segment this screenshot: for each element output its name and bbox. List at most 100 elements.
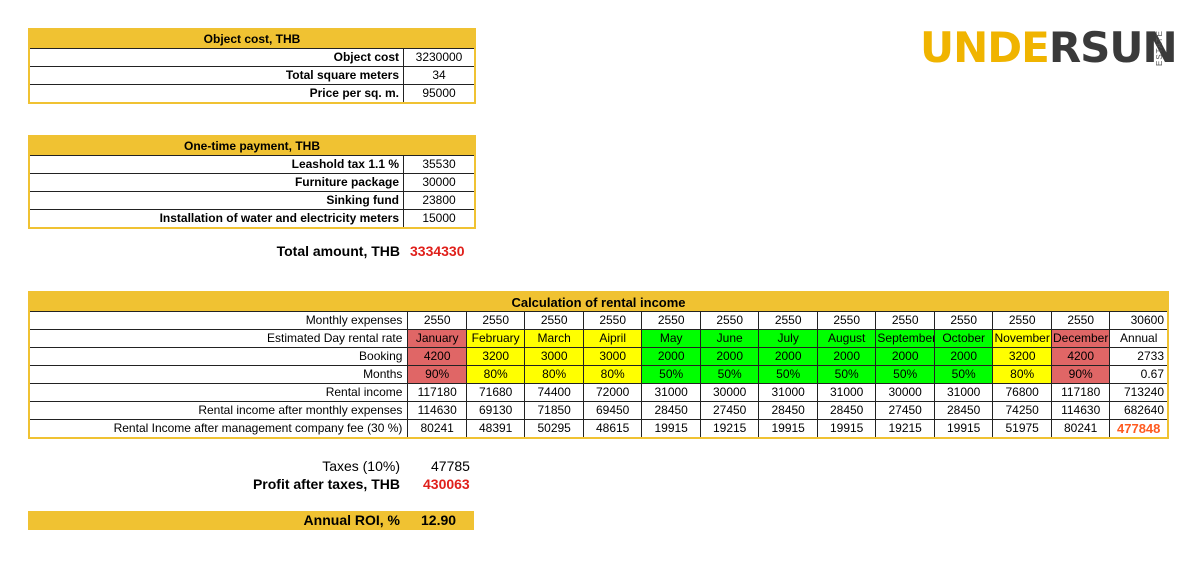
rental-month-cell: 2550 (816, 311, 877, 330)
rental-month-cell: 51975 (992, 419, 1052, 439)
object-cost-value: 3230000 (403, 48, 475, 67)
rental-row: Monthly expenses 2550 2550 2550 2550 2550 2550… (29, 311, 1169, 330)
rental-month-cell: 76800 (992, 383, 1052, 402)
rental-month-cell: 28450 (816, 401, 877, 420)
rental-month-cell: 3200 (465, 347, 526, 366)
rental-month-cell: 30000 (875, 383, 935, 402)
rental-month-cell: 72000 (582, 383, 643, 402)
rental-month-cell: 114630 (407, 401, 467, 420)
rental-month-cell: 19915 (758, 419, 818, 439)
rental-month-cell: 30000 (699, 383, 760, 402)
rental-annual-cell: 713240 (1109, 383, 1169, 402)
rental-month-cell: 2000 (933, 347, 994, 366)
rental-row: Rental income after monthly expenses 1146… (29, 401, 1169, 420)
rental-month-cell: 4200 (1050, 347, 1111, 366)
rental-month-cell: 31000 (641, 383, 701, 402)
rental-month-cell: 2550 (524, 311, 584, 330)
rental-month-cell: 50% (933, 365, 994, 384)
rental-month-cell: May (641, 329, 701, 348)
rental-month-cell: 2550 (992, 311, 1052, 330)
leasehold-tax-label: Leashold tax 1.1 % (29, 155, 404, 174)
rental-month-cell: 31000 (758, 383, 818, 402)
sinking-fund-label: Sinking fund (29, 191, 404, 210)
rental-month-cell: 2550 (699, 311, 760, 330)
rental-annual-cell: 682640 (1109, 401, 1169, 420)
one-time-title: One-time payment, THB (29, 136, 475, 156)
leasehold-tax-value: 35530 (403, 155, 475, 174)
rental-month-cell: 80241 (407, 419, 467, 439)
rental-month-cell: 28450 (641, 401, 701, 420)
rental-month-cell: 2000 (875, 347, 935, 366)
rental-month-cell: 31000 (816, 383, 877, 402)
rental-month-cell: 90% (1050, 365, 1111, 384)
rental-month-cell: 117180 (1050, 383, 1111, 402)
rental-month-cell: 69130 (465, 401, 526, 420)
roi-bar (28, 511, 474, 530)
rental-month-cell: 74250 (992, 401, 1052, 420)
sinking-fund-value: 23800 (403, 191, 475, 210)
logo-text-part3: SUN (1080, 23, 1178, 72)
rental-row: Rental income 117180 71680 74400 72000 31000 3… (29, 383, 1169, 402)
rental-row: Rental Income after management company f… (29, 419, 1169, 439)
taxes-value: 47785 (431, 458, 470, 474)
rental-row-label: Months (29, 365, 409, 384)
rental-month-cell: 31000 (933, 383, 994, 402)
rental-month-cell: Aipril (582, 329, 643, 348)
total-amount-value: 3334330 (410, 243, 465, 259)
rental-month-cell: 2550 (758, 311, 818, 330)
meters-installation-value: 15000 (403, 209, 475, 228)
rental-row: Estimated Day rental rate January February… (29, 329, 1169, 348)
rental-month-cell: 74400 (524, 383, 584, 402)
rental-row-label: Rental income (29, 383, 409, 402)
rental-month-cell: 19915 (933, 419, 994, 439)
rental-month-cell: 2550 (582, 311, 643, 330)
rental-month-cell: 2000 (758, 347, 818, 366)
rental-month-cell: March (524, 329, 584, 348)
rental-month-cell: 50295 (524, 419, 584, 439)
price-per-sqm-value: 95000 (403, 84, 475, 103)
total-amount-label: Total amount, THB (276, 243, 400, 259)
rental-month-cell: 3000 (524, 347, 584, 366)
rental-month-cell: 50% (699, 365, 760, 384)
rental-month-cell: 50% (875, 365, 935, 384)
object-cost-table: Object cost, THB Object cost 3230000 Tota… (28, 28, 476, 104)
rental-month-cell: 2550 (933, 311, 994, 330)
rental-month-cell: 2550 (1050, 311, 1111, 330)
rental-month-cell: 3000 (582, 347, 643, 366)
rental-month-cell: 71850 (524, 401, 584, 420)
rental-month-cell: 28450 (758, 401, 818, 420)
rental-month-cell: 114630 (1050, 401, 1111, 420)
rental-month-cell: 19915 (816, 419, 877, 439)
rental-month-cell: July (758, 329, 818, 348)
undersun-logo: UNDERSUN (920, 27, 1178, 69)
rental-month-cell: 2000 (641, 347, 701, 366)
rental-month-cell: 48391 (465, 419, 526, 439)
rental-month-cell: 2000 (816, 347, 877, 366)
rental-month-cell: 80% (524, 365, 584, 384)
rental-month-cell: 80% (465, 365, 526, 384)
rental-row-label: Rental Income after management company f… (29, 419, 409, 439)
rental-row-label: Estimated Day rental rate (29, 329, 409, 348)
square-meters-label: Total square meters (29, 66, 404, 85)
rental-row-label: Booking (29, 347, 409, 366)
roi-value: 12.90 (421, 512, 457, 528)
logo-text-part2: R (1048, 23, 1081, 72)
rental-month-cell: 27450 (875, 401, 935, 420)
rental-month-cell: 28450 (933, 401, 994, 420)
rental-annual-cell: 0.67 (1109, 365, 1169, 384)
rental-month-cell: 27450 (699, 401, 760, 420)
rental-row-label: Rental income after monthly expenses (29, 401, 409, 420)
rental-annual-cell: 30600 (1109, 311, 1169, 330)
rental-month-cell: June (699, 329, 760, 348)
rental-month-cell: 50% (641, 365, 701, 384)
rental-row: Booking 4200 3200 3000 3000 2000 2000 2000 2000 2… (29, 347, 1169, 366)
rental-annual-cell: 477848 (1109, 419, 1169, 439)
one-time-payment-table: One-time payment, THB Leashold tax 1.1 %… (28, 135, 476, 229)
rental-month-cell: 80241 (1050, 419, 1111, 439)
roi-label: Annual ROI, % (303, 512, 400, 528)
rental-month-cell: 80% (582, 365, 643, 384)
rental-month-cell: 90% (407, 365, 467, 384)
rental-month-cell: 117180 (407, 383, 467, 402)
rental-month-cell: 71680 (465, 383, 526, 402)
price-per-sqm-label: Price per sq. m. (29, 84, 404, 103)
